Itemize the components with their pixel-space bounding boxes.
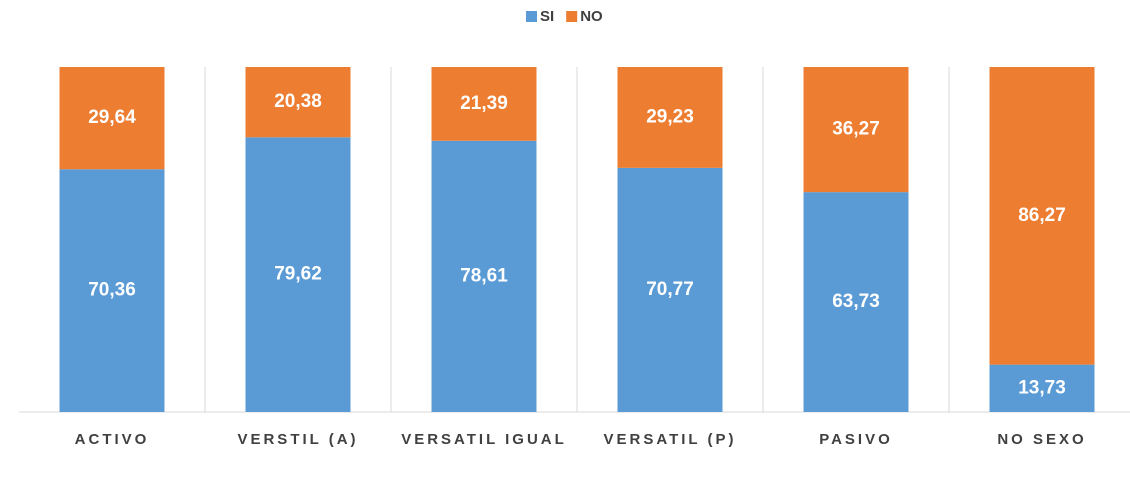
bar-segment — [617, 67, 723, 168]
legend-label: NO — [580, 8, 603, 25]
bar-segment — [989, 364, 1095, 412]
data-label: 13,73 — [1018, 377, 1066, 398]
bar-segment — [803, 67, 909, 193]
legend-label: SI — [540, 8, 554, 25]
data-label: 86,27 — [1018, 205, 1066, 226]
bar-segment — [803, 192, 909, 412]
data-label: 63,73 — [832, 291, 880, 312]
x-tick-label: PASIVO — [819, 431, 893, 448]
bar-segment — [989, 67, 1095, 365]
bar-segment — [59, 67, 165, 170]
x-tick-label: VERSATIL IGUAL — [401, 431, 567, 448]
bar-segment — [431, 67, 537, 141]
data-label: 79,62 — [274, 264, 322, 285]
bar-segment — [245, 137, 351, 412]
legend-swatch — [566, 11, 578, 22]
data-label: 78,61 — [460, 265, 508, 286]
data-label: 70,36 — [88, 280, 136, 301]
x-tick-label: NO SEXO — [997, 431, 1087, 448]
data-label: 70,77 — [646, 279, 694, 300]
legend-swatch — [526, 11, 537, 22]
x-tick-label: VERSATIL (P) — [603, 431, 737, 448]
data-label: 36,27 — [832, 119, 880, 140]
bar-segment — [245, 67, 351, 138]
data-label: 29,64 — [88, 107, 136, 128]
bar-segment — [431, 140, 537, 412]
data-label: 20,38 — [274, 91, 322, 112]
bar-segment — [617, 167, 723, 412]
bar-segment — [59, 169, 165, 412]
data-label: 21,39 — [460, 93, 508, 114]
data-label: 29,23 — [646, 106, 694, 127]
x-tick-label: ACTIVO — [74, 431, 150, 448]
x-tick-label: VERSTIL (A) — [237, 431, 359, 448]
